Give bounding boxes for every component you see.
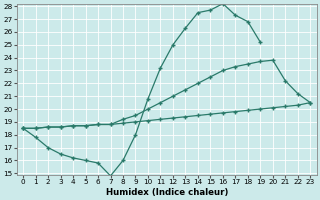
X-axis label: Humidex (Indice chaleur): Humidex (Indice chaleur) (106, 188, 228, 197)
